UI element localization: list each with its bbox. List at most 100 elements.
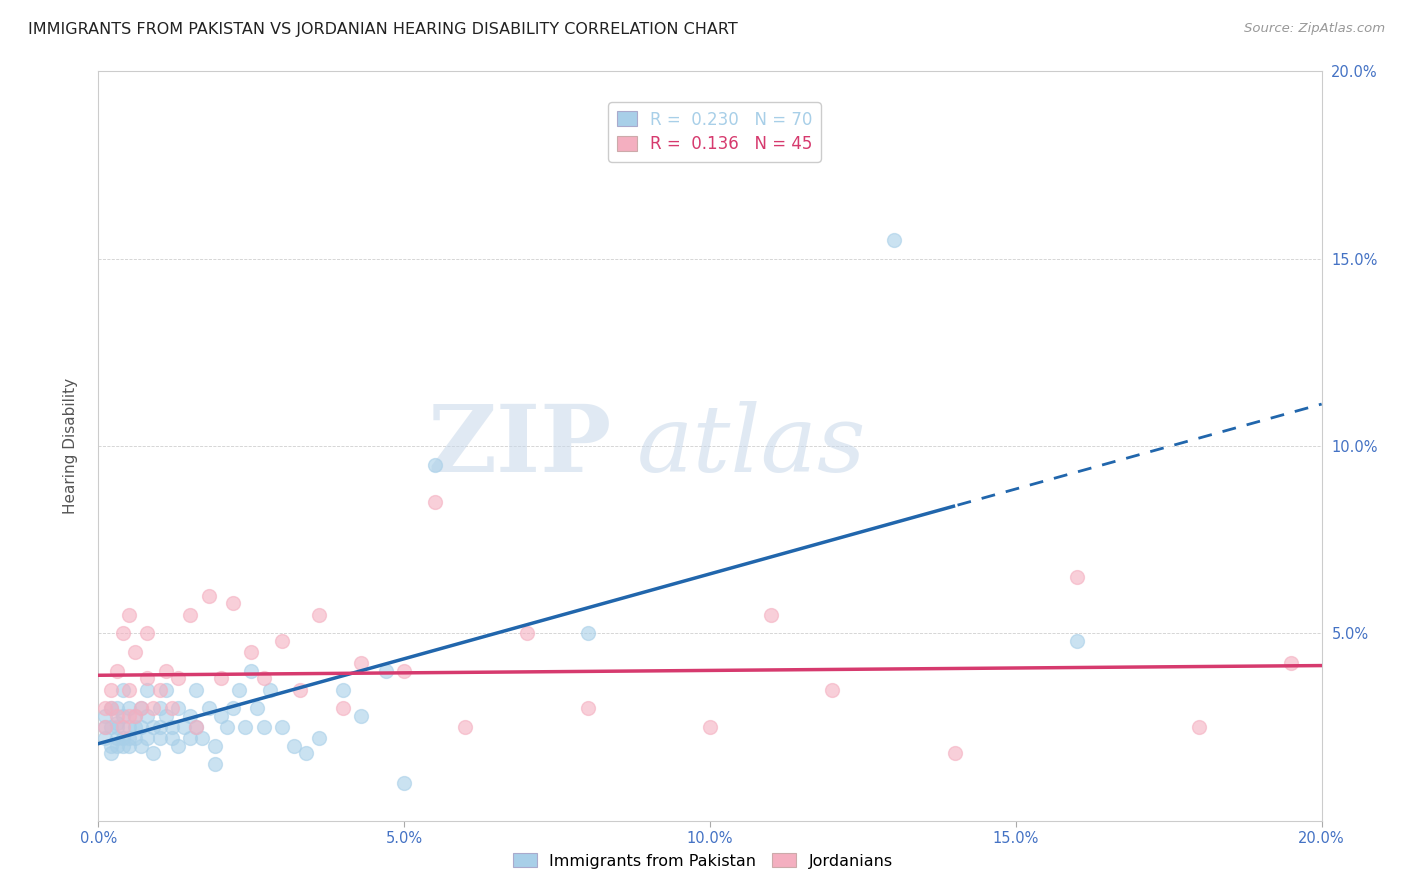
Point [332,701,354,715]
Point [1188,720,1211,734]
Point [105,664,128,678]
Point [149,701,172,715]
Point [111,708,134,723]
Point [100,746,122,760]
Point [215,720,238,734]
Text: IMMIGRANTS FROM PAKISTAN VS JORDANIAN HEARING DISABILITY CORRELATION CHART: IMMIGRANTS FROM PAKISTAN VS JORDANIAN HE… [28,22,738,37]
Point [392,776,416,790]
Point [105,739,128,753]
Point [129,739,152,753]
Point [142,720,165,734]
Point [186,682,208,697]
Point [136,671,159,685]
Point [332,682,354,697]
Point [100,701,122,715]
Point [129,701,152,715]
Point [374,664,396,678]
Point [111,682,134,697]
Point [295,746,318,760]
Point [118,682,141,697]
Point [191,731,214,746]
Point [204,739,226,753]
Point [240,664,263,678]
Point [283,739,305,753]
Point [93,701,115,715]
Point [197,589,219,603]
Point [209,708,232,723]
Point [308,607,330,622]
Point [209,671,232,685]
Point [136,708,159,723]
Point [93,720,115,734]
Point [270,633,292,648]
Point [93,708,115,723]
Point [149,720,172,734]
Point [252,720,274,734]
Point [516,626,538,640]
Point [1066,570,1088,584]
Point [576,701,599,715]
Point [142,701,165,715]
Point [124,708,146,723]
Point [105,701,128,715]
Point [111,720,134,734]
Point [136,682,159,697]
Point [179,607,201,622]
Point [252,671,274,685]
Point [173,720,195,734]
Point [179,708,201,723]
Point [821,682,844,697]
Point [943,746,966,760]
Point [308,731,330,746]
Point [124,645,146,659]
Point [699,720,721,734]
Point [350,657,373,671]
Point [149,731,172,746]
Point [118,739,141,753]
Point [423,458,446,472]
Point [155,682,177,697]
Point [222,596,245,610]
Point [392,664,416,678]
Point [105,720,128,734]
Point [111,739,134,753]
Point [124,731,146,746]
Point [576,626,599,640]
Point [160,701,183,715]
Point [1279,657,1302,671]
Point [105,708,128,723]
Text: Source: ZipAtlas.com: Source: ZipAtlas.com [1244,22,1385,36]
Point [100,701,122,715]
Point [111,626,134,640]
Point [167,671,190,685]
Point [167,739,190,753]
Point [197,701,219,715]
Point [155,664,177,678]
Point [129,720,152,734]
Legend: Immigrants from Pakistan, Jordanians: Immigrants from Pakistan, Jordanians [506,847,900,875]
Point [423,495,446,509]
Point [118,701,141,715]
Point [100,720,122,734]
Point [454,720,477,734]
Point [105,731,128,746]
Point [186,720,208,734]
Point [204,757,226,772]
Point [290,682,312,697]
Point [759,607,782,622]
Legend: R =  0.230   N = 70, R =  0.136   N = 45: R = 0.230 N = 70, R = 0.136 N = 45 [609,103,821,161]
Point [93,731,115,746]
Point [100,739,122,753]
Point [186,720,208,734]
Point [124,708,146,723]
Point [111,731,134,746]
Point [160,720,183,734]
Point [118,731,141,746]
Point [155,708,177,723]
Point [883,233,905,247]
Point [118,720,141,734]
Point [118,708,141,723]
Point [136,626,159,640]
Point [149,682,172,697]
Point [228,682,250,697]
